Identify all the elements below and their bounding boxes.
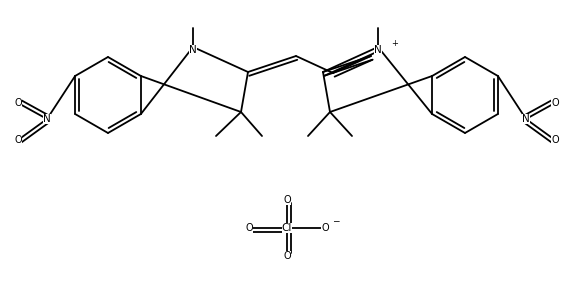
Text: O: O [551, 135, 559, 145]
Text: O: O [14, 135, 22, 145]
Text: O: O [321, 223, 329, 233]
Text: O: O [551, 98, 559, 108]
Text: O: O [245, 223, 253, 233]
Text: N: N [374, 45, 382, 55]
Text: N: N [43, 114, 51, 124]
Text: Cl: Cl [282, 223, 292, 233]
Text: O: O [283, 195, 291, 205]
Text: +: + [391, 38, 398, 48]
Text: −: − [332, 216, 340, 226]
Text: O: O [283, 251, 291, 261]
Text: N: N [522, 114, 530, 124]
Text: N: N [189, 45, 197, 55]
Text: O: O [14, 98, 22, 108]
